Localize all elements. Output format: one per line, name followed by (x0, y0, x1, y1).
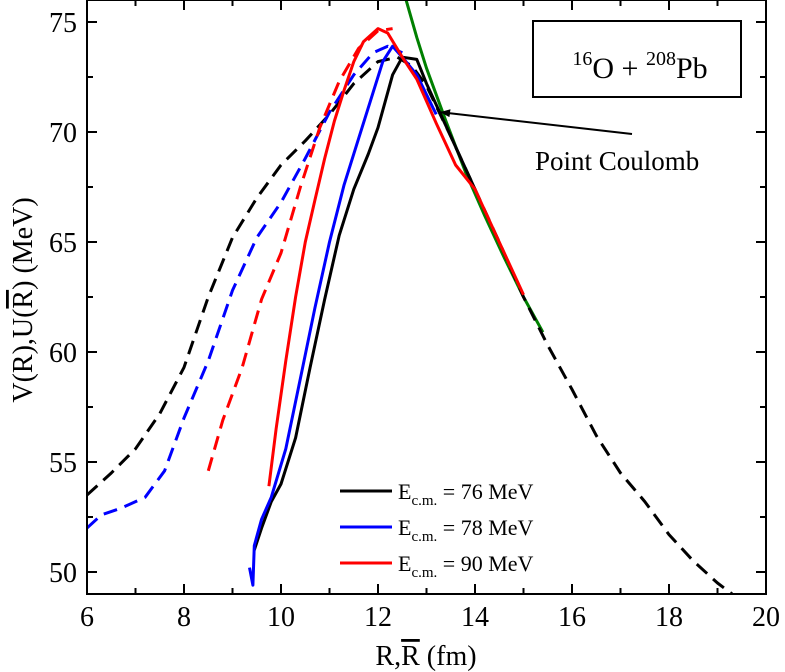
y-axis-title-c: ) (MeV) (8, 197, 39, 290)
series-line-u-78-mev (87, 44, 403, 530)
x-tick-label: 8 (177, 602, 191, 633)
oxygen-mass-number: 16 (572, 48, 592, 70)
x-tick-label: 6 (80, 602, 94, 633)
series-line-u-76-mev (87, 55, 734, 594)
x-tick-label: 10 (267, 602, 295, 633)
series-line-v-78-mev (248, 44, 438, 587)
x-axis-title: R,R (fm) (375, 641, 476, 672)
system-label-text: 16O + 208Pb (572, 48, 707, 85)
system-label: 16O + 208Pb (532, 20, 742, 98)
oxygen-symbol: O + (592, 52, 646, 85)
x-tick-label: 12 (364, 602, 392, 633)
legend-78-value: = 78 MeV (437, 515, 533, 540)
series-line-v-90-mev (267, 27, 525, 487)
x-tick-label: 20 (752, 602, 780, 633)
y-tick-label: 55 (49, 448, 77, 479)
legend-entry-90: Ec.m. = 90 MeV (398, 551, 534, 581)
y-tick-label: 70 (49, 118, 77, 149)
lead-mass-number: 208 (646, 48, 676, 70)
x-axis-title-a: R, (375, 641, 401, 672)
y-tick-label: 60 (49, 338, 77, 369)
y-tick-label: 65 (49, 228, 77, 259)
legend-90-symbol: E (398, 551, 411, 576)
y-tick-label: 50 (49, 558, 77, 589)
series-line-v-76-mev (252, 55, 477, 551)
point-coulomb-arrow (440, 109, 633, 135)
legend-78-symbol: E (398, 515, 411, 540)
legend-76-sub: c.m. (411, 493, 437, 509)
x-axis-title-c: (fm) (420, 641, 477, 672)
legend-entry-78: Ec.m. = 78 MeV (398, 515, 534, 545)
x-tick-label: 18 (655, 602, 683, 633)
legend-90-sub: c.m. (411, 565, 437, 581)
x-tick-label: 14 (461, 602, 489, 633)
legend-entry-76: Ec.m. = 76 MeV (398, 479, 534, 509)
legend-76-symbol: E (398, 479, 411, 504)
y-axis-title-rbar: R (8, 290, 39, 309)
series-line-point-coulomb (404, 0, 545, 333)
lead-symbol: Pb (676, 52, 708, 85)
series-line-u-90-mev (206, 27, 393, 472)
point-coulomb-label: Point Coulomb (535, 146, 699, 176)
legend-90-value: = 90 MeV (437, 551, 533, 576)
system-label-box (532, 20, 742, 98)
legend: Ec.m. = 76 MeV Ec.m. = 78 MeV Ec.m. = 90… (340, 479, 534, 581)
legend-78-sub: c.m. (411, 529, 437, 545)
series-layer (87, 0, 734, 594)
legend-76-value: = 76 MeV (437, 479, 533, 504)
x-tick-label: 16 (558, 602, 586, 633)
y-tick-label: 75 (49, 8, 77, 39)
x-axis-title-rbar: R (401, 641, 420, 672)
y-axis-title: V(R),U(R) (MeV) (8, 197, 39, 402)
y-axis-title-a: V(R),U( (8, 309, 39, 403)
tick-layer: 6 8 10 12 14 16 18 20 50 55 60 65 70 75 (49, 0, 780, 633)
